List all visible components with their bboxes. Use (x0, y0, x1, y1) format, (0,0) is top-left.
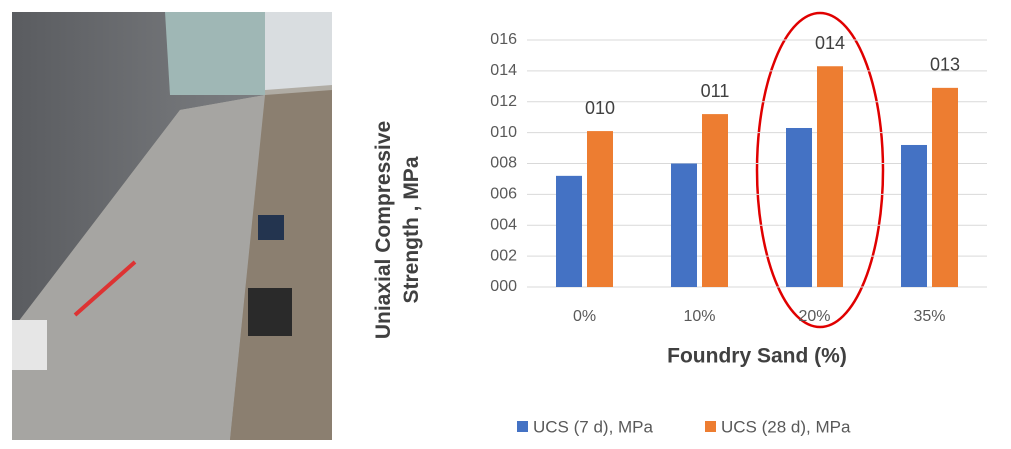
highlight-ellipse (755, 11, 885, 329)
y-tick-label: 016 (490, 31, 517, 48)
x-tick-label: 20% (798, 308, 830, 325)
value-label: 011 (701, 81, 730, 101)
bar (786, 127, 812, 288)
value-label: 013 (930, 55, 960, 75)
x-axis-title: Foundry Sand (%) (667, 345, 847, 368)
legend-label: UCS (28 d), MPa (721, 417, 851, 436)
y-axis-title: Uniaxial Compressive Strength , MPa (372, 120, 423, 340)
bar (932, 87, 958, 287)
y-tick-label: 004 (490, 216, 517, 233)
bar (587, 131, 613, 287)
y-tick-label: 002 (490, 247, 517, 264)
bar (901, 144, 927, 287)
value-label: 010 (585, 98, 615, 118)
y-tick-label: 010 (490, 124, 517, 141)
bar (671, 163, 697, 287)
bar (556, 175, 582, 287)
bar (817, 66, 843, 288)
photo (12, 12, 332, 440)
y-tick-label: 014 (490, 62, 517, 79)
x-tick-label: 10% (683, 308, 715, 325)
legend-swatch (705, 421, 716, 432)
y-tick-label: 012 (490, 93, 517, 110)
legend-swatch (517, 421, 528, 432)
legend-label: UCS (7 d), MPa (533, 417, 654, 436)
x-tick-label: 35% (913, 308, 945, 325)
x-tick-label: 0% (573, 308, 596, 325)
y-tick-label: 008 (490, 155, 517, 172)
y-tick-label: 006 (490, 186, 517, 203)
value-label: 014 (815, 33, 845, 53)
bar (702, 114, 728, 287)
y-tick-label: 000 (490, 278, 517, 295)
